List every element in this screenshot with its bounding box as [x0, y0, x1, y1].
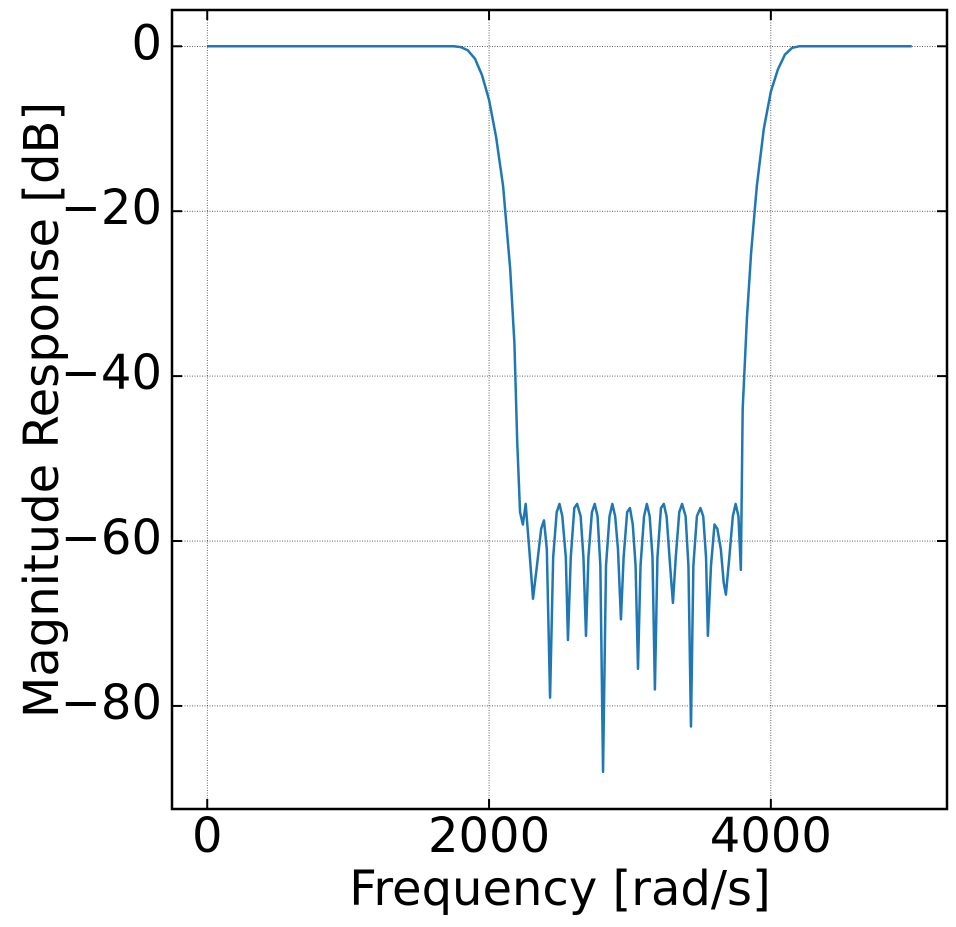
data-line	[207, 45, 912, 774]
plot-frame	[170, 8, 949, 811]
y-tick-label: 0	[131, 15, 162, 71]
x-tick-label: 4000	[710, 808, 832, 864]
y-tick-label: −80	[61, 675, 162, 731]
x-axis-label: Frequency [rad/s]	[349, 861, 770, 917]
y-tick-label: −40	[61, 345, 162, 401]
y-axis-label: Magnitude Response [dB]	[14, 102, 70, 718]
x-tick-label: 0	[192, 808, 223, 864]
y-tick-label: −60	[61, 510, 162, 566]
x-tick-label: 2000	[428, 808, 550, 864]
y-tick-label: −20	[61, 180, 162, 236]
